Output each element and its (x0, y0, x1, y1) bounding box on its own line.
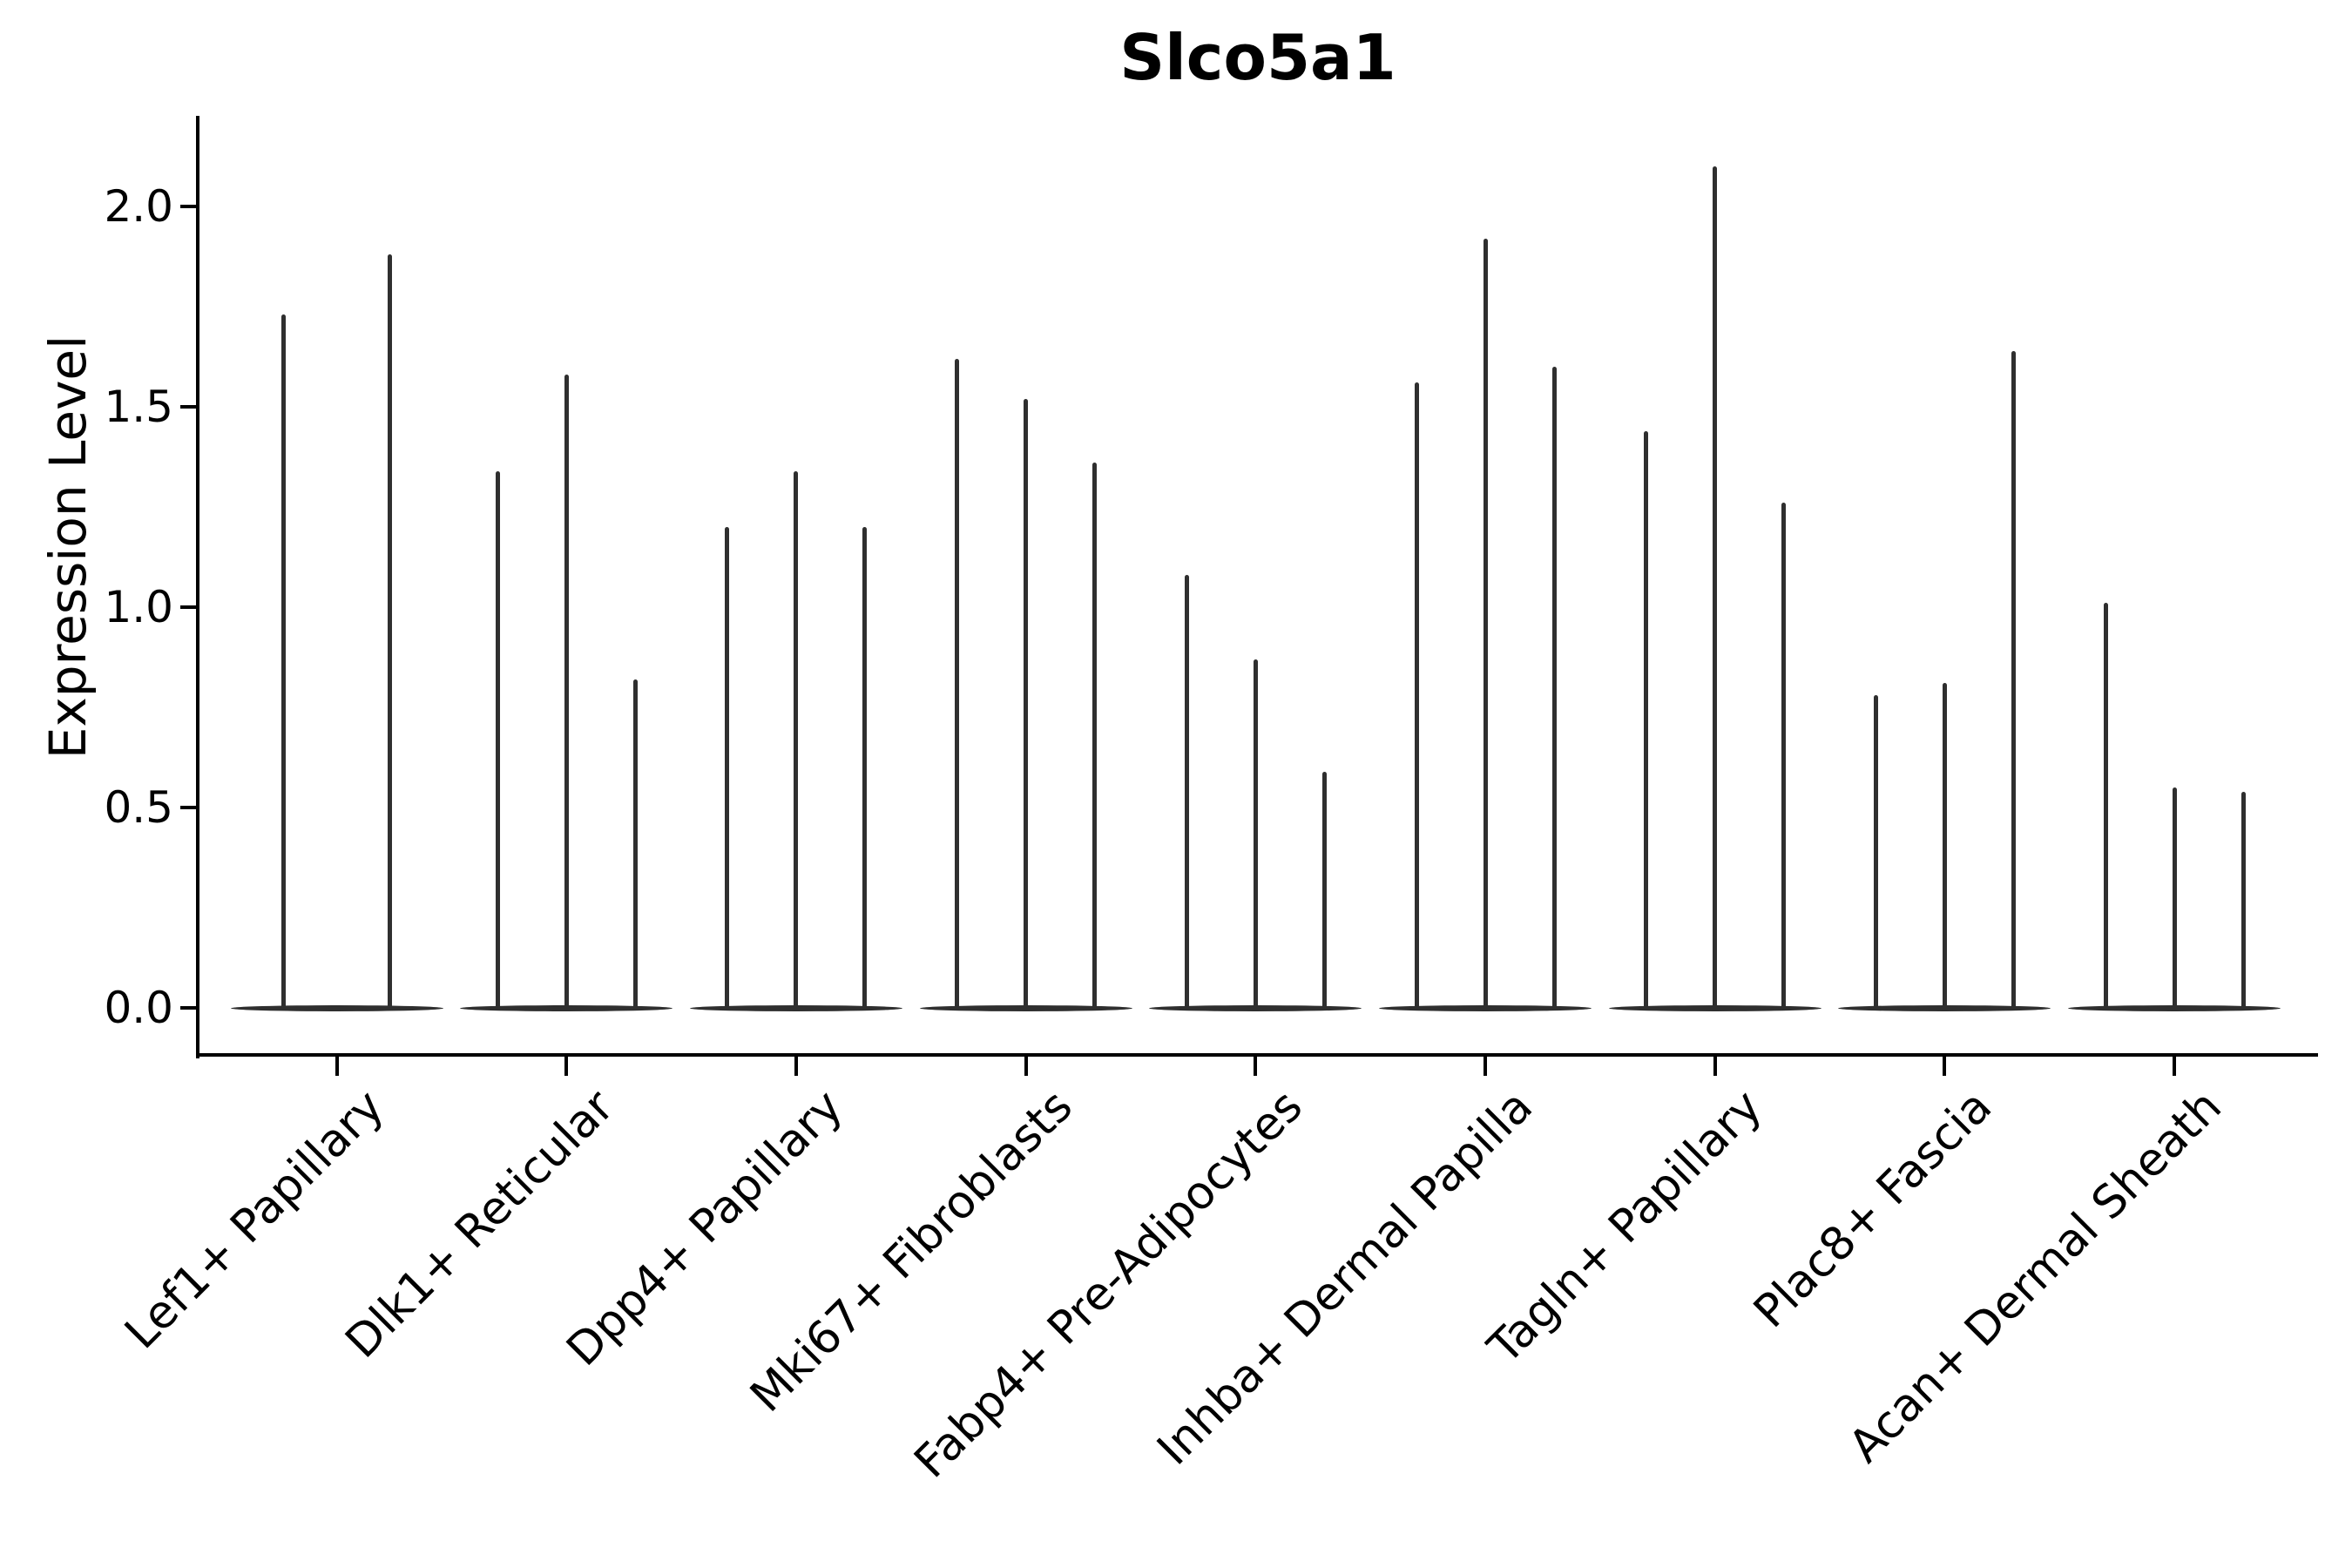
x-tick-mark (1484, 1053, 1487, 1076)
violin (632, 679, 638, 1010)
x-tick-mark (794, 1053, 798, 1076)
violin (862, 527, 868, 1010)
y-tick-mark (180, 605, 198, 609)
violin (564, 375, 569, 1010)
y-tick-mark (180, 1006, 198, 1010)
y-tick-mark (180, 405, 198, 409)
violin (1483, 238, 1488, 1010)
x-tick-mark (1713, 1053, 1717, 1076)
chart-title: Slco5a1 (1119, 21, 1396, 94)
x-category-label: Fabp4+ Pre-Adipocytes (904, 1080, 1313, 1489)
violin (1873, 695, 1878, 1010)
y-tick-label: 0.0 (104, 983, 173, 1033)
violin (2240, 791, 2246, 1010)
x-tick-mark (2173, 1053, 2177, 1076)
y-tick-label: 1.5 (104, 382, 173, 432)
x-category-label: Inhba+ Dermal Papilla (1147, 1080, 1543, 1476)
y-axis-line (196, 116, 199, 1058)
violin (2172, 787, 2177, 1010)
x-tick-mark (335, 1053, 339, 1076)
violin (1024, 398, 1029, 1010)
violin (725, 527, 730, 1010)
x-tick-mark (1254, 1053, 1258, 1076)
violin (1781, 503, 1787, 1010)
violin (1414, 382, 1419, 1010)
violin (1184, 575, 1189, 1010)
x-category-label: Acan+ Dermal Sheath (1839, 1080, 2232, 1473)
violin (1942, 683, 1947, 1010)
x-tick-mark (1943, 1053, 1947, 1076)
violin (1644, 430, 1649, 1010)
violin (1092, 463, 1098, 1010)
violin-baseline (230, 1005, 443, 1011)
violin (495, 470, 500, 1010)
violin (2103, 603, 2108, 1010)
x-tick-mark (564, 1053, 569, 1076)
violin (1713, 166, 1718, 1010)
violin (281, 314, 286, 1010)
y-tick-mark (180, 205, 198, 208)
y-tick-label: 2.0 (104, 181, 173, 232)
y-tick-label: 0.5 (104, 782, 173, 833)
x-category-label: Plac8+ Fascia (1744, 1080, 2003, 1339)
violin (1253, 659, 1258, 1010)
violin (955, 358, 960, 1010)
x-tick-mark (1024, 1053, 1028, 1076)
violin (1321, 771, 1327, 1010)
violin (2011, 350, 2016, 1010)
violin (388, 254, 392, 1010)
violin (1551, 367, 1557, 1010)
y-tick-mark (180, 806, 198, 809)
y-tick-label: 1.0 (104, 582, 173, 632)
violin (794, 470, 799, 1010)
